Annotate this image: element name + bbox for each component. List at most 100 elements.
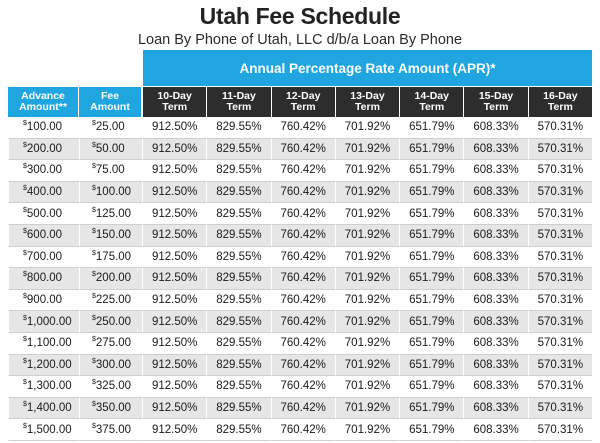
apr-cell: 829.55% xyxy=(206,246,271,269)
apr-cell: 651.79% xyxy=(399,376,464,398)
apr-cell: 829.55% xyxy=(206,289,271,312)
apr-cell: 608.33% xyxy=(463,289,528,312)
apr-cell: 570.31% xyxy=(527,332,592,355)
advance-amount-cell: $900.00 xyxy=(8,289,79,312)
fee-amount-cell: $25.00 xyxy=(79,117,142,139)
apr-cell: 570.31% xyxy=(527,203,592,225)
apr-cell: 608.33% xyxy=(463,203,528,225)
fee-amount-cell: $50.00 xyxy=(79,138,142,161)
apr-cell: 651.79% xyxy=(399,224,464,247)
apr-cell: 570.31% xyxy=(527,138,592,161)
term-label-line2: Term xyxy=(419,101,445,113)
apr-cell: 651.79% xyxy=(399,397,464,420)
apr-cell: 760.42% xyxy=(270,354,335,377)
term-label-line2: Term xyxy=(162,101,188,113)
apr-cell: 701.92% xyxy=(334,203,400,225)
advance-amount-cell-value: 1,000.00 xyxy=(26,315,72,328)
apr-cell: 829.55% xyxy=(206,311,271,333)
col-header-term-10: 10-Day Term xyxy=(142,86,207,117)
apr-cell: 912.50% xyxy=(142,419,207,441)
apr-cell: 608.33% xyxy=(463,181,528,204)
apr-cell: 701.92% xyxy=(334,311,400,333)
apr-cell: 912.50% xyxy=(142,268,207,290)
apr-cell: 760.42% xyxy=(270,138,335,161)
apr-cell: 829.55% xyxy=(206,117,271,139)
fee-amount-cell: $175.00 xyxy=(79,246,142,269)
apr-banner: Annual Percentage Rate Amount (APR)* xyxy=(142,50,592,86)
fee-amount-cell-value: 225.00 xyxy=(95,294,132,307)
col-header-term-16: 16-Day Term xyxy=(527,86,592,117)
fee-amount-cell: $200.00 xyxy=(79,268,142,290)
header-row-columns: Advance Amount** Fee Amount 10-Day Term 1… xyxy=(8,86,592,117)
apr-cell: 608.33% xyxy=(463,138,528,161)
advance-amount-cell: $600.00 xyxy=(8,224,79,247)
currency-symbol: $ xyxy=(23,228,27,236)
currency-symbol: $ xyxy=(23,379,27,387)
apr-cell: 760.42% xyxy=(270,311,335,333)
apr-cell: 912.50% xyxy=(142,117,207,139)
apr-cell: 912.50% xyxy=(142,397,207,420)
apr-cell: 829.55% xyxy=(206,181,271,204)
currency-symbol: $ xyxy=(92,379,96,387)
apr-cell: 570.31% xyxy=(527,289,592,312)
apr-cell: 651.79% xyxy=(399,160,464,182)
page-title: Utah Fee Schedule xyxy=(199,3,401,29)
apr-cell: 829.55% xyxy=(206,354,271,377)
currency-symbol: $ xyxy=(23,120,27,128)
currency-symbol: $ xyxy=(23,271,27,279)
apr-cell: 701.92% xyxy=(334,224,400,247)
apr-cell: 829.55% xyxy=(206,419,271,441)
apr-cell: 651.79% xyxy=(399,289,464,312)
apr-cell: 912.50% xyxy=(142,289,207,312)
apr-cell: 608.33% xyxy=(463,224,528,247)
table-row: $1,300.00 $325.00 912.50% 829.55% 760.42% 701… xyxy=(8,376,592,398)
fee-amount-cell-value: 200.00 xyxy=(95,272,132,285)
apr-cell: 829.55% xyxy=(206,224,271,247)
currency-symbol: $ xyxy=(23,293,27,301)
table-row: $1,200.00 $300.00 912.50% 829.55% 760.42% 701… xyxy=(8,354,592,377)
advance-amount-cell-value: 200.00 xyxy=(26,142,63,155)
currency-symbol: $ xyxy=(92,249,96,257)
currency-symbol: $ xyxy=(23,163,27,171)
apr-cell: 570.31% xyxy=(527,397,592,420)
fee-amount-cell-value: 175.00 xyxy=(95,250,132,263)
apr-cell: 760.42% xyxy=(270,246,335,269)
term-label-line2: Term xyxy=(226,101,252,113)
advance-amount-cell: $1,100.00 xyxy=(8,332,79,355)
advance-amount-cell: $100.00 xyxy=(8,117,79,139)
advance-amount-cell: $1,300.00 xyxy=(8,376,79,398)
apr-cell: 570.31% xyxy=(527,160,592,182)
col-header-term-14: 14-Day Term xyxy=(399,86,464,117)
col-header-term-13: 13-Day Term xyxy=(334,86,400,117)
fee-amount-cell: $75.00 xyxy=(79,160,142,182)
apr-cell: 608.33% xyxy=(463,117,528,139)
apr-cell: 701.92% xyxy=(334,160,400,182)
col-header-advance: Advance Amount** xyxy=(8,86,79,117)
apr-cell: 608.33% xyxy=(463,419,528,441)
table-row: $700.00 $175.00 912.50% 829.55% 760.42% 701.9… xyxy=(8,246,592,269)
apr-cell: 912.50% xyxy=(142,224,207,247)
advance-amount-cell-value: 1,300.00 xyxy=(26,380,72,393)
apr-cell: 701.92% xyxy=(334,354,400,377)
term-label-line1: 14-Day xyxy=(414,90,449,102)
apr-cell: 651.79% xyxy=(399,203,464,225)
currency-symbol: $ xyxy=(23,401,27,409)
apr-cell: 912.50% xyxy=(142,311,207,333)
advance-amount-cell: $1,500.00 xyxy=(8,419,79,441)
apr-cell: 570.31% xyxy=(527,376,592,398)
apr-cell: 570.31% xyxy=(527,311,592,333)
apr-cell: 912.50% xyxy=(142,354,207,377)
advance-amount-cell-value: 1,200.00 xyxy=(26,358,72,371)
fee-amount-cell: $375.00 xyxy=(79,419,142,441)
advance-amount-cell: $500.00 xyxy=(8,203,79,225)
apr-cell: 701.92% xyxy=(334,246,400,269)
apr-cell: 912.50% xyxy=(142,138,207,161)
fee-amount-cell-value: 375.00 xyxy=(95,423,132,436)
fee-amount-cell-value: 125.00 xyxy=(95,207,132,220)
apr-cell: 651.79% xyxy=(399,332,464,355)
apr-cell: 760.42% xyxy=(270,289,335,312)
apr-cell: 912.50% xyxy=(142,181,207,204)
apr-cell: 760.42% xyxy=(270,160,335,182)
currency-symbol: $ xyxy=(92,185,96,193)
